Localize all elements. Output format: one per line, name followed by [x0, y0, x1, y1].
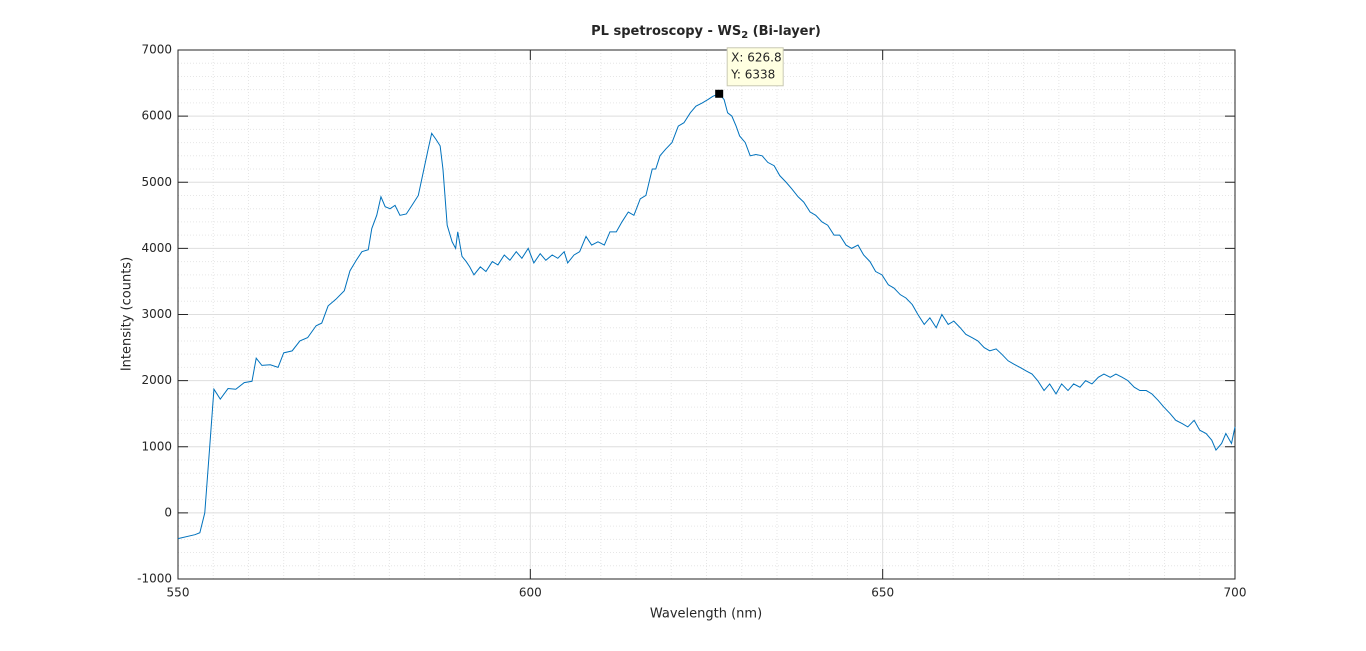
axes-box: [177, 49, 1236, 580]
chart-title: PL spetroscopy - WS2 (Bi-layer): [591, 24, 821, 42]
title-subscript: 2: [741, 30, 748, 41]
y-tick-label: -1000: [137, 572, 172, 586]
datatip-label: Y: 6338: [730, 67, 775, 81]
y-tick-label: 5000: [141, 175, 172, 189]
y-tick-label: 1000: [141, 439, 172, 453]
datatip-label: X: 626.8: [731, 50, 781, 64]
y-tick-label: 0: [164, 505, 172, 519]
y-tick-label: 6000: [141, 109, 172, 123]
x-tick-label: 550: [167, 586, 190, 600]
y-tick-label: 2000: [141, 373, 172, 387]
datatip-marker: [715, 89, 724, 98]
title-main: PL spetroscopy - WS: [591, 24, 741, 39]
datatip-box: [726, 47, 784, 87]
title-rest: (Bi-layer): [748, 24, 821, 39]
y-tick-label: 7000: [141, 43, 172, 57]
y-tick-label: 3000: [141, 307, 172, 321]
x-tick-label: 600: [519, 586, 542, 600]
spectrum-line: [177, 93, 1236, 540]
y-tick-label: 4000: [141, 241, 172, 255]
datatip: X: 626.8 Y: 6338: [726, 47, 784, 87]
y-axis-label: Intensity (counts): [120, 257, 135, 371]
x-axis-label: Wavelength (nm): [650, 607, 762, 622]
x-tick-label: 700: [1224, 586, 1247, 600]
x-tick-label: 650: [871, 586, 894, 600]
